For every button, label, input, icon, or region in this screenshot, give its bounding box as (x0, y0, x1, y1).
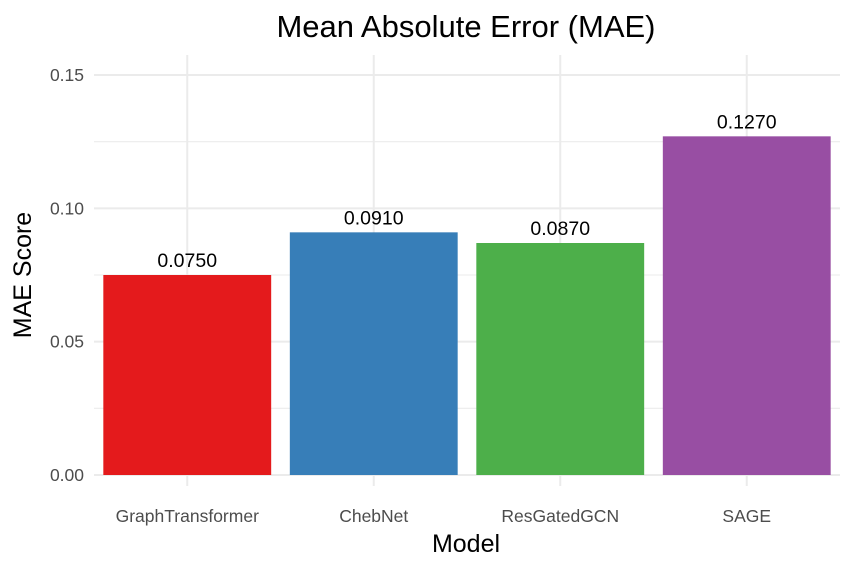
data-label: 0.0750 (157, 250, 217, 272)
y-tick-label: 0.05 (50, 332, 84, 352)
x-tick-label: ResGatedGCN (501, 506, 619, 526)
data-label: 0.1270 (717, 111, 777, 133)
bar-graphtransformer (103, 275, 272, 475)
x-axis-title: Model (432, 530, 500, 558)
data-label: 0.0870 (530, 218, 590, 240)
data-labels: 0.0750 0.0910 0.0870 0.1270 (157, 111, 776, 272)
data-label: 0.0910 (344, 207, 404, 229)
bar-chebnet (289, 232, 458, 475)
x-tick-label: ChebNet (339, 506, 408, 526)
bar-resgatedgcn (476, 243, 645, 475)
y-tick-label: 0.00 (50, 465, 84, 485)
y-tick-label: 0.15 (50, 65, 84, 85)
y-axis-ticks: 0.00 0.05 0.10 0.15 (50, 65, 84, 485)
bars (103, 136, 831, 476)
x-tick-label: GraphTransformer (116, 506, 259, 526)
y-tick-label: 0.10 (50, 198, 84, 218)
x-axis-ticks: GraphTransformer ChebNet ResGatedGCN SAGE (116, 506, 771, 526)
bar-sage (662, 136, 831, 476)
y-axis-title: MAE Score (9, 212, 37, 338)
chart-title: Mean Absolute Error (MAE) (276, 9, 655, 44)
x-tick-label: SAGE (722, 506, 771, 526)
